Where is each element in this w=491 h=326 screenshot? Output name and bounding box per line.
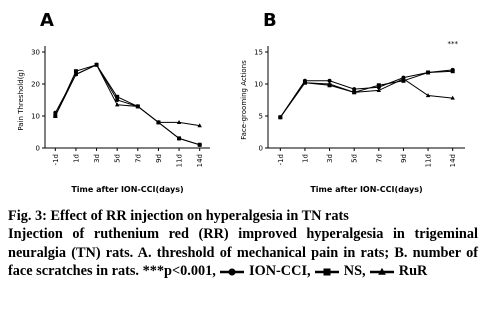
marker: [73, 72, 79, 76]
marker: [352, 87, 357, 92]
y-tick-label: 5: [259, 113, 263, 121]
marker: [425, 93, 431, 98]
marker: [378, 267, 387, 275]
marker: [426, 70, 431, 75]
marker: [73, 69, 78, 74]
y-tick-label: 20: [31, 81, 40, 89]
panel-label: A: [40, 10, 54, 31]
caption-body: Injection of ruthenium red (RR) improved…: [8, 226, 478, 279]
marker: [156, 120, 161, 124]
legend-label: NS: [343, 262, 363, 279]
x-tick-label: -1d: [277, 154, 285, 165]
marker: [401, 78, 406, 83]
panel-label: B: [263, 10, 277, 31]
figure: A 0 10 20 30 -1d 1d 3d 5d 7d 9d 11d 14d Time after IO…: [17, 10, 465, 194]
series-line: [54, 64, 200, 146]
caption: Fig. 3: Effect of RR injection on hypera…: [8, 207, 478, 280]
x-tick-label: 7d: [134, 154, 142, 163]
x-tick-label: 11d: [425, 154, 433, 167]
legend-symbol: [315, 268, 340, 276]
legend-separator: ,: [362, 262, 366, 279]
marker: [278, 114, 283, 119]
annotation: ***: [447, 40, 458, 48]
x-tick-label: 14d: [196, 154, 204, 167]
legend-label: RuR: [398, 262, 428, 279]
y-tick-label: 10: [31, 113, 40, 121]
marker: [115, 94, 120, 99]
x-axis-title: Time after ION-CCI(days): [310, 185, 422, 194]
legend-separator: ,: [307, 262, 311, 279]
series-line: [279, 78, 453, 118]
marker: [177, 136, 182, 141]
y-tick-label: 10: [254, 81, 263, 89]
y-tick-label: 0: [259, 145, 263, 153]
legend-label: ION-CCI: [249, 262, 308, 279]
x-tick-label: 14d: [449, 154, 457, 167]
legend: ION-CCI, NS, RuR: [219, 263, 427, 279]
marker: [323, 268, 331, 276]
marker: [135, 104, 141, 108]
y-axis-title: Pain Threshold(g): [17, 69, 25, 130]
series-line: [279, 69, 453, 118]
caption-title: Fig. 3: Effect of RR injection on hypera…: [8, 208, 349, 224]
marker: [176, 120, 182, 124]
marker: [53, 113, 58, 118]
x-tick-label: 3d: [93, 154, 101, 163]
x-tick-label: 9d: [400, 154, 408, 163]
marker: [94, 62, 99, 67]
marker: [327, 81, 332, 86]
x-tick-label: 1d: [301, 154, 309, 163]
legend-symbol: [370, 267, 395, 275]
series-line: [54, 64, 200, 127]
x-tick-label: 3d: [326, 154, 334, 163]
marker: [450, 69, 455, 74]
marker: [302, 80, 308, 85]
y-axis-title: Face-grooming Actions: [240, 60, 248, 140]
x-axis-title: Time after ION-CCI(days): [71, 185, 183, 194]
marker: [114, 102, 120, 107]
marker: [228, 268, 236, 276]
x-tick-label: 9d: [155, 154, 163, 163]
x-tick-label: 11d: [176, 154, 184, 167]
x-tick-label: -1d: [52, 154, 60, 165]
marker: [351, 89, 357, 94]
y-tick-label: 30: [31, 49, 40, 57]
x-tick-label: 5d: [351, 154, 359, 163]
x-tick-label: 5d: [114, 154, 122, 163]
series-line: [54, 64, 200, 146]
x-tick-label: 1d: [72, 154, 80, 163]
marker: [450, 95, 455, 100]
marker: [376, 83, 381, 88]
marker: [197, 142, 202, 147]
marker: [115, 98, 120, 102]
marker: [327, 78, 332, 83]
legend-symbol: [220, 268, 245, 276]
marker: [197, 123, 202, 128]
marker: [401, 76, 406, 81]
y-tick-label: 15: [254, 49, 263, 57]
y-tick-label: 0: [36, 145, 40, 153]
marker: [376, 88, 382, 92]
x-tick-label: 7d: [375, 154, 383, 163]
